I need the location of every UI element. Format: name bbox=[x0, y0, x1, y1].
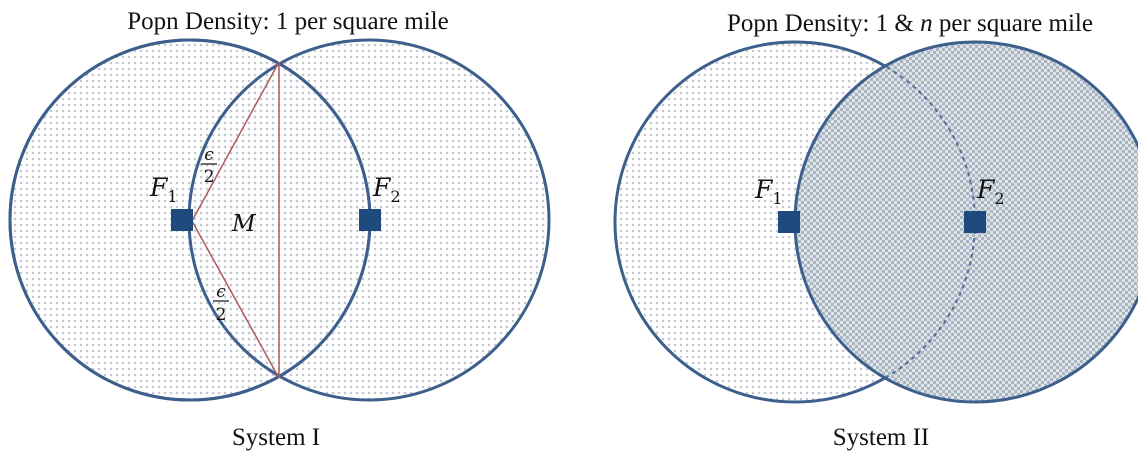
epsilon-top-fraction: ϵ 2 bbox=[201, 145, 217, 187]
label-f1-panel-1: F1 bbox=[149, 173, 178, 206]
panel-2-title-suffix: per square mile bbox=[933, 10, 1093, 37]
chord-f1-top bbox=[191, 61, 280, 222]
epsilon-top-denominator: 2 bbox=[204, 167, 215, 187]
panel-2-title-var: n bbox=[920, 10, 933, 37]
panel-1-caption: System I bbox=[232, 424, 320, 451]
epsilon-bottom-fraction: ϵ 2 bbox=[213, 282, 229, 325]
facility-f2-marker-2 bbox=[964, 211, 986, 233]
epsilon-top-numerator: ϵ bbox=[204, 145, 214, 165]
epsilon-bottom-numerator: ϵ bbox=[216, 282, 226, 302]
panel-system-1: Popn Density: 1 per square mile F1 F2 M … bbox=[8, 8, 551, 451]
facility-f1-marker-2 bbox=[778, 211, 800, 233]
label-region-m: M bbox=[231, 211, 257, 237]
panel-2-caption: System II bbox=[833, 424, 930, 451]
epsilon-bottom-denominator: 2 bbox=[216, 305, 227, 325]
panel-system-2: Popn Density: 1 & n per square mile F1 F… bbox=[613, 10, 1138, 451]
label-f1-panel-2: F1 bbox=[754, 175, 783, 208]
facility-f1-marker bbox=[171, 209, 193, 231]
label-f2-panel-1: F2 bbox=[372, 173, 401, 206]
panel-2-title: Popn Density: 1 & n per square mile bbox=[727, 10, 1093, 37]
panel-2-title-prefix: Popn Density: 1 & bbox=[727, 10, 920, 37]
facility-f2-marker bbox=[359, 209, 381, 231]
chord-f1-bottom bbox=[191, 220, 280, 379]
label-f2-panel-2: F2 bbox=[976, 175, 1005, 208]
panel-1-title: Popn Density: 1 per square mile bbox=[127, 8, 448, 35]
